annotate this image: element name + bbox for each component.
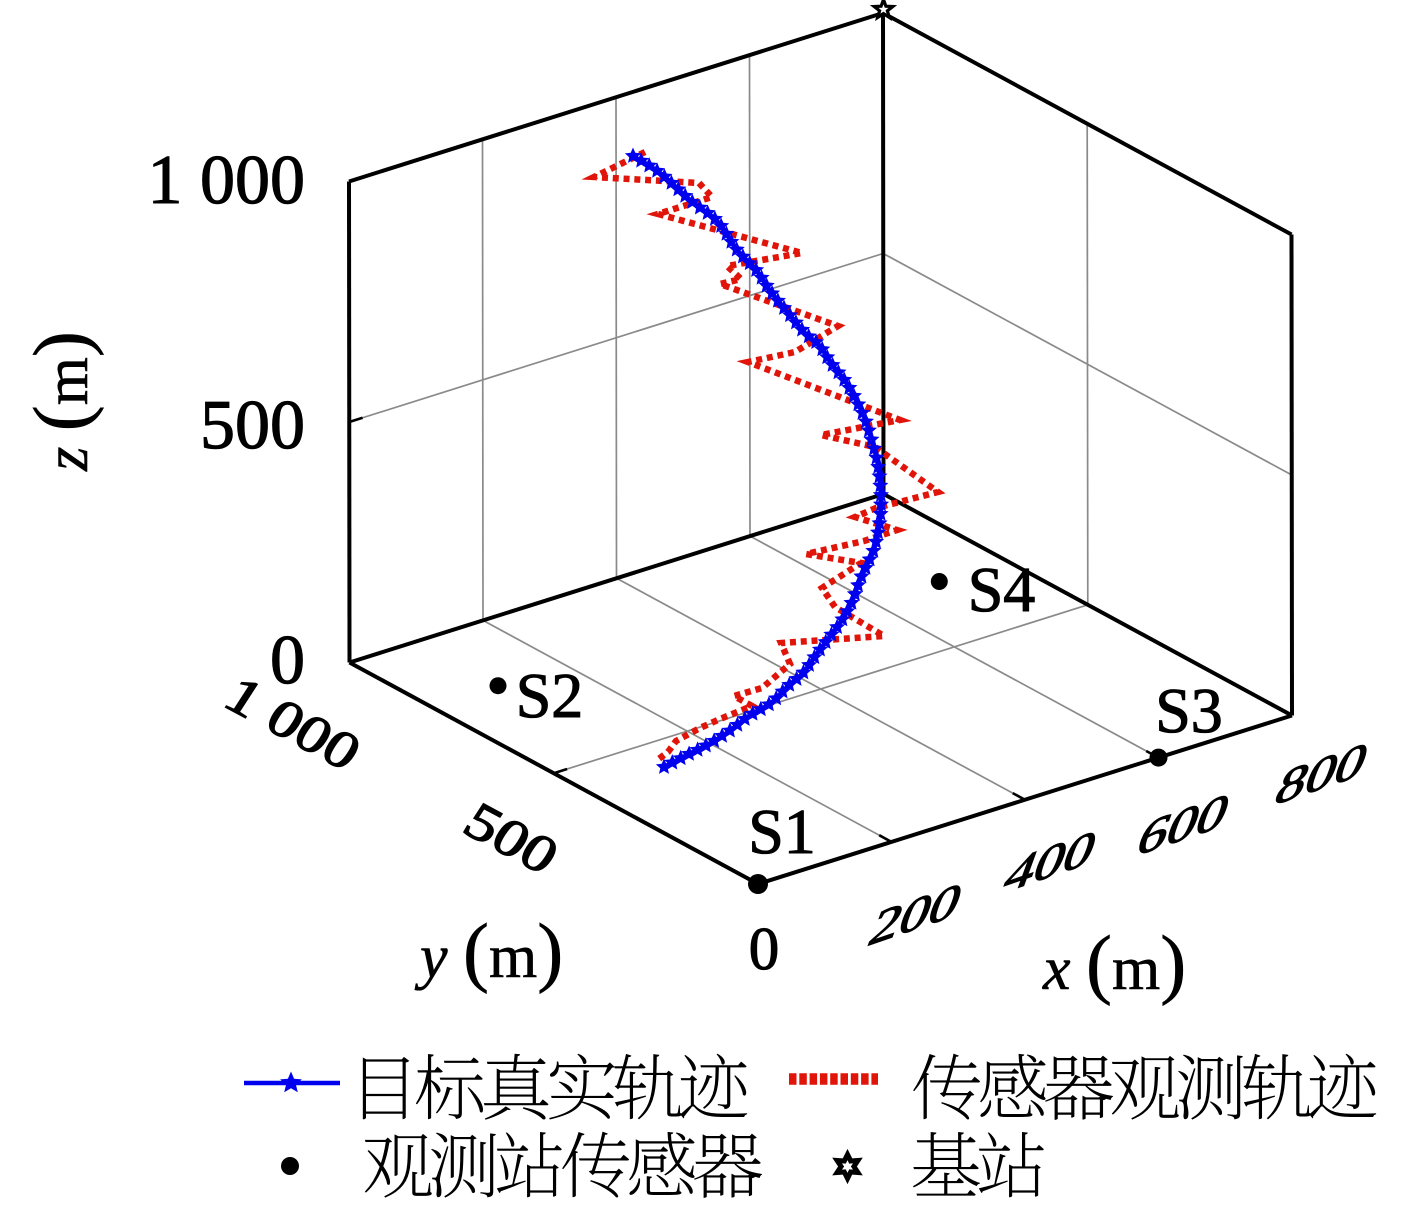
svg-text:z (m): z (m) bbox=[17, 331, 104, 472]
svg-text:S3: S3 bbox=[1155, 675, 1223, 746]
svg-text:y (m): y (m) bbox=[414, 907, 563, 994]
svg-text:500: 500 bbox=[200, 387, 305, 464]
svg-text:x (m): x (m) bbox=[1042, 919, 1186, 1006]
svg-text:S1: S1 bbox=[748, 796, 816, 867]
svg-text:1 000: 1 000 bbox=[148, 142, 306, 219]
svg-text:0: 0 bbox=[749, 916, 780, 983]
svg-text:S2: S2 bbox=[516, 660, 584, 731]
svg-text:0: 0 bbox=[270, 622, 305, 699]
svg-text:S4: S4 bbox=[968, 554, 1036, 625]
